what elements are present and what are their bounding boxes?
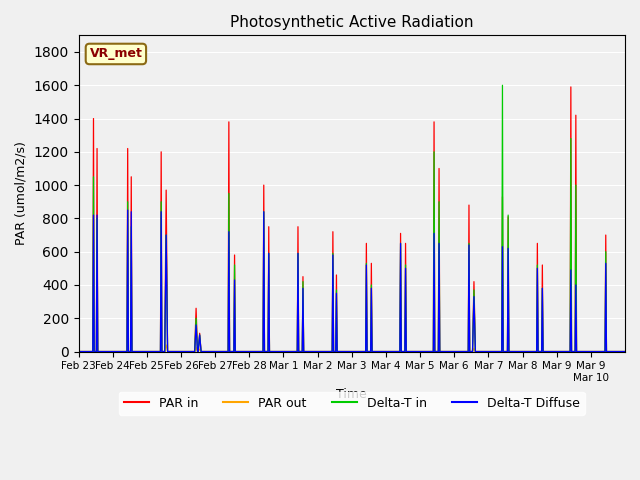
PAR out — [439, 348, 447, 354]
Delta-T in — [139, 348, 147, 354]
Text: VR_met: VR_met — [90, 48, 142, 60]
PAR in — [621, 348, 629, 354]
PAR out — [408, 348, 416, 354]
PAR out — [266, 348, 274, 354]
Delta-T Diffuse — [409, 348, 417, 354]
Line: PAR out: PAR out — [79, 336, 625, 351]
PAR in — [567, 84, 575, 90]
Delta-T in — [408, 348, 416, 354]
Delta-T in — [266, 348, 274, 354]
Delta-T Diffuse — [267, 348, 275, 354]
Title: Photosynthetic Active Radiation: Photosynthetic Active Radiation — [230, 15, 474, 30]
X-axis label: Time: Time — [337, 388, 367, 401]
Line: PAR in: PAR in — [79, 87, 625, 351]
Delta-T Diffuse — [140, 348, 147, 354]
Delta-T Diffuse — [124, 207, 132, 213]
PAR in — [266, 348, 274, 354]
Delta-T in — [499, 83, 506, 88]
Delta-T in — [239, 348, 247, 354]
PAR out — [75, 348, 83, 354]
PAR out — [239, 348, 247, 354]
Delta-T Diffuse — [75, 348, 83, 354]
Delta-T Diffuse — [288, 348, 296, 354]
Delta-T in — [439, 348, 447, 354]
Delta-T in — [75, 348, 83, 354]
PAR in — [287, 348, 294, 354]
PAR out — [499, 333, 506, 338]
PAR in — [239, 348, 247, 354]
Delta-T in — [287, 348, 294, 354]
Legend: PAR in, PAR out, Delta-T in, Delta-T Diffuse: PAR in, PAR out, Delta-T in, Delta-T Dif… — [119, 392, 584, 415]
PAR out — [287, 348, 294, 354]
Line: Delta-T Diffuse: Delta-T Diffuse — [79, 210, 625, 351]
Y-axis label: PAR (umol/m2/s): PAR (umol/m2/s) — [15, 142, 28, 245]
Delta-T in — [621, 348, 629, 354]
PAR in — [139, 348, 147, 354]
PAR out — [621, 348, 629, 354]
PAR in — [408, 348, 416, 354]
PAR in — [439, 348, 447, 354]
PAR in — [75, 348, 83, 354]
Line: Delta-T in: Delta-T in — [79, 85, 625, 351]
Delta-T Diffuse — [240, 348, 248, 354]
Delta-T Diffuse — [440, 348, 447, 354]
PAR out — [139, 348, 147, 354]
Delta-T Diffuse — [621, 348, 629, 354]
